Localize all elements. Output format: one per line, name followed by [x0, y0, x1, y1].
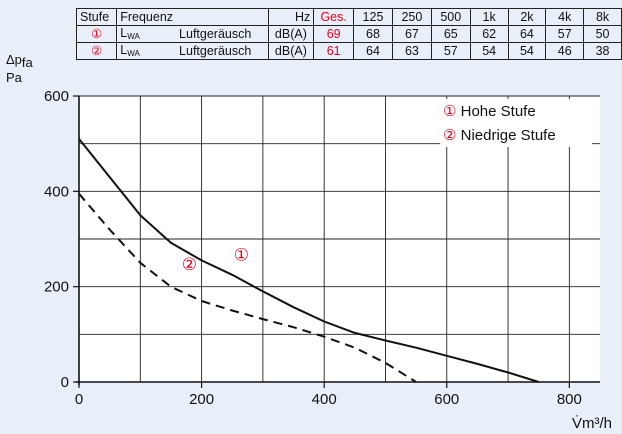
- legend-marker: ②: [443, 126, 456, 144]
- y-tick-label: 0: [61, 374, 69, 391]
- y-tick-label: 600: [44, 88, 69, 105]
- stage-marker: ②: [75, 42, 118, 60]
- series-line-low: [78, 193, 417, 383]
- x-tick-label: 600: [434, 391, 459, 408]
- header-cell: 1k: [469, 8, 509, 26]
- x-tick-label: 200: [189, 391, 214, 408]
- lwa-cell: LWA: [116, 42, 177, 60]
- x-axis-label: V̇m³/h: [572, 415, 612, 432]
- unit-cell: dB(A): [267, 42, 315, 60]
- curve-annotation: ①: [234, 245, 249, 265]
- y-tick-label: 200: [44, 279, 69, 296]
- y-tick-label: 400: [44, 183, 69, 200]
- x-tick-label: 400: [312, 391, 337, 408]
- legend-marker: ①: [443, 102, 456, 120]
- header-cell: 2k: [507, 8, 547, 26]
- legend-entry: ① Hohe Stufe: [443, 102, 536, 120]
- band-cell: 67: [391, 25, 432, 43]
- band-cell: 64: [353, 42, 393, 60]
- lwa-subscript: WA: [127, 49, 140, 58]
- legend-label: Hohe Stufe: [456, 103, 535, 120]
- total-cell: 61: [313, 42, 355, 60]
- y-axis-symbol: Δp: [6, 52, 22, 67]
- y-axis-subscript: fa: [21, 55, 33, 70]
- legend-entry: ② Niedrige Stufe: [443, 126, 556, 144]
- table-row: ② LWA Luftgeräusch dB(A) 61 64 63 57 54 …: [75, 42, 622, 60]
- legend-box: [440, 99, 592, 147]
- acoustic-data-table: Stufe Frequenz Hz Ges. 125 250 500 1k 2k…: [75, 8, 622, 60]
- lwa-subscript: WA: [127, 32, 140, 41]
- legend-label: Niedrige Stufe: [456, 127, 555, 144]
- band-cell: 46: [545, 42, 585, 60]
- band-cell: 57: [430, 42, 471, 60]
- band-cell: 54: [469, 42, 509, 60]
- lwa-symbol: L: [120, 26, 128, 40]
- band-cell: 38: [583, 42, 622, 60]
- series-line-high: [78, 138, 539, 383]
- description-cell: Luftgeräusch: [176, 42, 269, 60]
- x-tick-label: 0: [75, 391, 83, 408]
- lwa-symbol: L: [120, 43, 128, 57]
- table-row: ① LWA Luftgeräusch dB(A) 69 68 67 65 62 …: [75, 25, 622, 43]
- header-cell-total: Ges.: [313, 8, 355, 26]
- y-axis-unit: Pa: [6, 70, 22, 85]
- band-cell: 63: [391, 42, 432, 60]
- y-axis-label: Δpfa: [6, 52, 33, 70]
- x-tick-label: 800: [557, 391, 582, 408]
- curve-annotation: ②: [182, 255, 197, 275]
- header-cell: 8k: [583, 8, 622, 26]
